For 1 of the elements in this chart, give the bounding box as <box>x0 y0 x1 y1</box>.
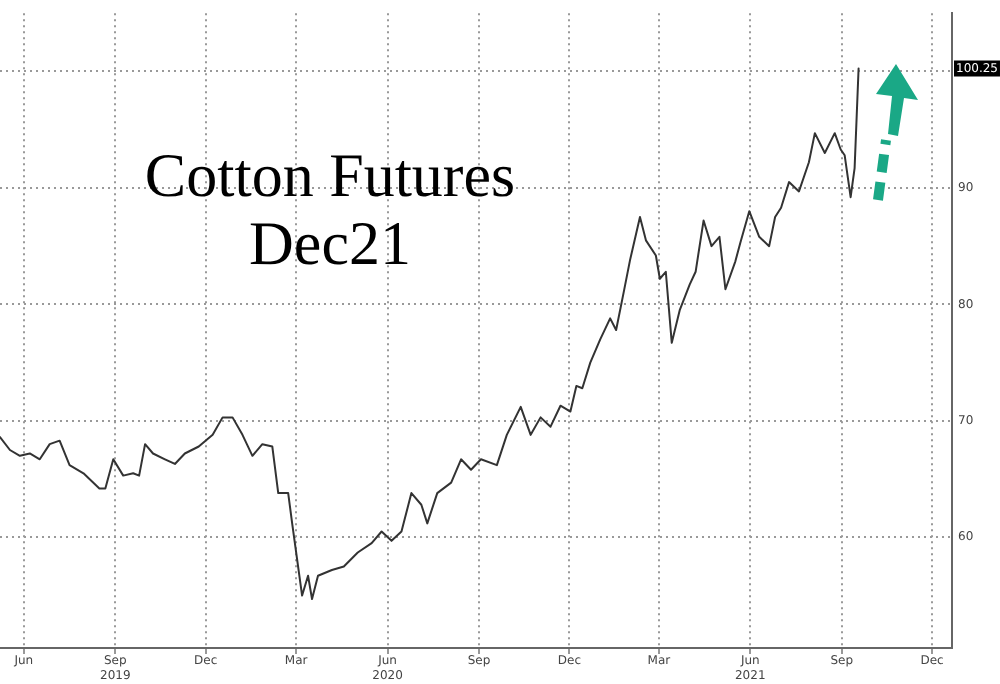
text: Cotton Futures Dec21 <box>144 140 516 278</box>
